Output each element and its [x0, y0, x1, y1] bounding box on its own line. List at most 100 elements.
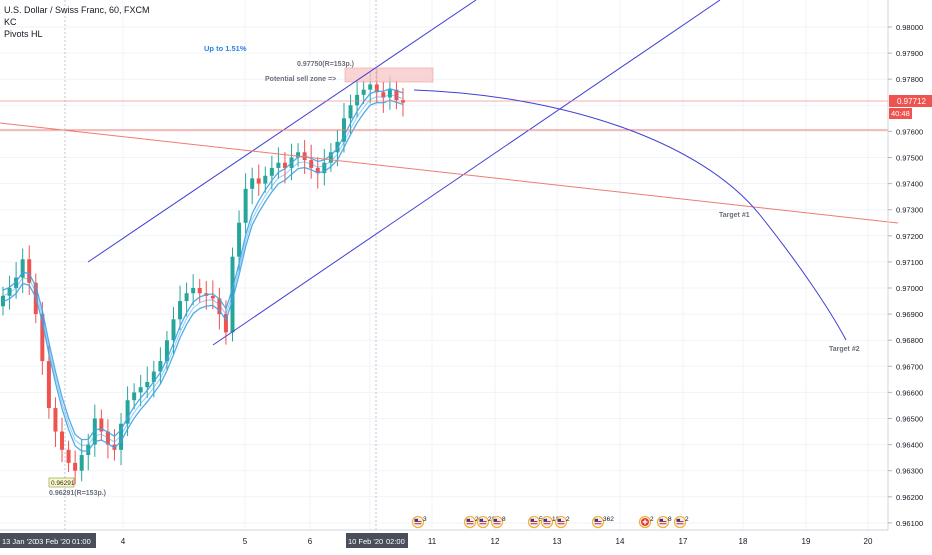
- symbol-title[interactable]: U.S. Dollar / Swiss Franc, 60, FXCM: [4, 5, 150, 15]
- event-marker[interactable]: 2: [638, 515, 655, 529]
- price-label: 0.96800: [896, 336, 923, 345]
- us-flag-stripe: [543, 521, 551, 522]
- time-label: 18: [739, 537, 748, 546]
- time-label: 13: [553, 537, 562, 546]
- candle-body: [197, 288, 202, 294]
- price-label: 0.97600: [896, 127, 923, 136]
- annotations: Up to 1.51% 0.97750(R=153p.) Potential s…: [48, 44, 860, 497]
- price-axis[interactable]: 0.98000 0.97900 0.97800 0.97600 0.97500 0.974…: [887, 0, 923, 530]
- countdown-text: 40:48: [891, 109, 910, 118]
- sell-zone-label: Potential sell zone =>: [265, 76, 336, 83]
- price-label: 0.96700: [896, 362, 923, 371]
- price-label: 0.96600: [896, 388, 923, 397]
- time-label: 17: [679, 537, 688, 546]
- candle-body: [27, 259, 32, 283]
- candle-body: [145, 381, 150, 388]
- us-flag-stripe: [466, 523, 474, 525]
- time-label: 20: [864, 537, 873, 546]
- time-label: 14: [616, 537, 625, 546]
- candle-body: [191, 288, 196, 294]
- us-flag-canton: [493, 518, 497, 522]
- sell-zone-box: [344, 67, 434, 83]
- event-count: 2: [685, 516, 689, 523]
- candle-body: [328, 152, 333, 163]
- price-label: 0.96900: [896, 310, 923, 319]
- us-flag-canton: [543, 518, 547, 522]
- indicator-pivots[interactable]: Pivots HL: [4, 29, 43, 39]
- candle-body: [361, 89, 366, 95]
- keltner-band-line: [2, 93, 404, 446]
- pivot-low-label: 0.96291(R=153p.): [49, 490, 106, 497]
- us-flag-canton: [530, 518, 534, 522]
- candle-body: [394, 89, 399, 101]
- price-label: 0.97900: [896, 49, 923, 58]
- us-flag-stripe: [659, 523, 667, 525]
- candle-body: [132, 392, 137, 401]
- us-flag-stripe: [543, 523, 551, 525]
- us-flag-stripe: [493, 521, 501, 522]
- price-label: 0.97800: [896, 75, 923, 84]
- candle-body: [119, 423, 124, 450]
- event-count: 362: [603, 516, 614, 523]
- channel-lower-line: [212, 0, 721, 346]
- candle-body: [125, 400, 130, 424]
- us-flag-stripe: [530, 523, 538, 525]
- us-flag-canton: [466, 518, 470, 522]
- time-highlight-label: 03 Feb '20: [35, 537, 70, 546]
- candle-body: [151, 371, 156, 382]
- candle-body: [250, 178, 255, 189]
- indicator-kc[interactable]: KC: [4, 17, 17, 27]
- time-label: 11: [428, 537, 437, 546]
- event-marker[interactable]: 12: [540, 515, 560, 529]
- candle-body: [296, 152, 301, 158]
- price-label: 0.96400: [896, 441, 923, 450]
- us-flag-canton: [676, 518, 680, 522]
- price-label: 0.97100: [896, 258, 923, 267]
- channel-upper-line: [87, 0, 477, 263]
- time-highlight-label: 01:00: [72, 537, 91, 546]
- event-marker[interactable]: 3: [411, 515, 428, 529]
- us-flag-stripe: [557, 523, 565, 525]
- time-highlight-label: 02:00: [386, 537, 405, 546]
- us-flag-stripe: [659, 521, 667, 522]
- economic-events[interactable]: 322285122362282: [411, 515, 690, 529]
- event-marker[interactable]: 8: [656, 515, 673, 529]
- trend-line: [0, 122, 899, 224]
- us-flag-stripe: [493, 523, 501, 525]
- keltner-band-line: [2, 99, 404, 452]
- us-flag-canton: [659, 518, 663, 522]
- event-marker[interactable]: 8: [490, 515, 507, 529]
- event-marker[interactable]: 2: [554, 515, 571, 529]
- grid: [0, 0, 888, 530]
- candle-body: [243, 188, 248, 223]
- event-marker[interactable]: 2: [463, 515, 480, 529]
- candle-body: [46, 361, 51, 409]
- candle-body: [217, 298, 222, 315]
- price-tags: 0.97712 40:48: [889, 95, 932, 119]
- candle-body: [164, 340, 169, 362]
- candle-body: [223, 314, 228, 333]
- price-label: 0.97000: [896, 284, 923, 293]
- candle-body: [184, 293, 189, 302]
- candle-body: [7, 288, 12, 296]
- current-price-text: 0.97712: [897, 97, 926, 106]
- candle-body: [66, 449, 71, 463]
- price-label: 0.96100: [896, 519, 923, 528]
- event-marker[interactable]: 362: [591, 515, 615, 529]
- candle-body: [178, 301, 183, 320]
- us-flag-canton: [594, 518, 598, 522]
- price-label: 0.97200: [896, 232, 923, 241]
- time-highlight-label: 10 Feb '20: [348, 537, 383, 546]
- chart-legend: U.S. Dollar / Swiss Franc, 60, FXCM KC P…: [4, 4, 150, 40]
- countdown-tag: [889, 108, 912, 119]
- us-flag-stripe: [594, 521, 602, 522]
- target-1-label: Target #1: [719, 212, 750, 219]
- candle-body: [53, 408, 58, 432]
- event-marker[interactable]: 5: [527, 515, 544, 529]
- candle-body: [374, 84, 379, 93]
- candle-body: [79, 455, 84, 471]
- event-marker[interactable]: 2: [673, 515, 690, 529]
